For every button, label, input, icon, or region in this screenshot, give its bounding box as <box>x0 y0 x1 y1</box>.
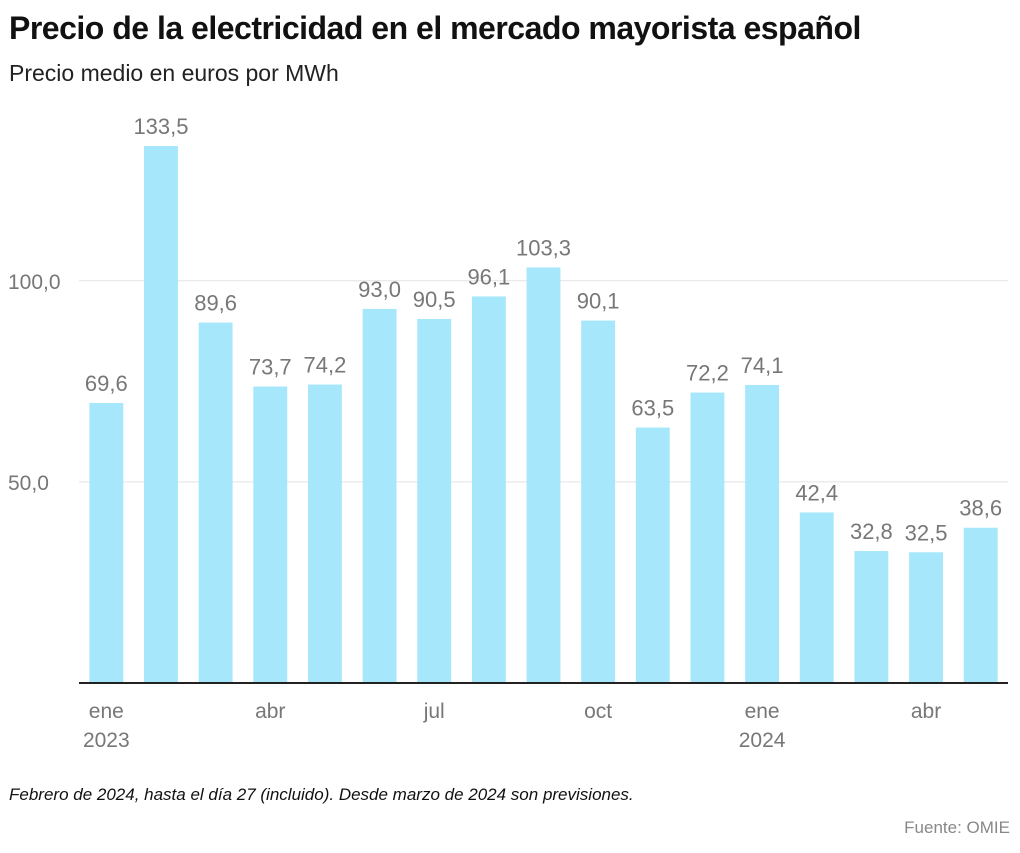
bar <box>362 308 397 683</box>
x-tick-label: ene <box>745 700 780 723</box>
chart-subtitle: Precio medio en euros por MWh <box>9 60 339 86</box>
value-label: 42,4 <box>795 480 838 505</box>
value-label: 74,1 <box>741 353 784 378</box>
bar <box>635 427 670 683</box>
footnote: Febrero de 2024, hasta el día 27 (inclui… <box>9 785 634 804</box>
value-label: 74,2 <box>303 353 346 378</box>
x-tick-label: abr <box>911 700 941 723</box>
value-label: 73,7 <box>249 355 292 380</box>
x-tick-year-label: 2023 <box>83 729 130 752</box>
bar <box>690 392 725 683</box>
value-label: 93,0 <box>358 277 401 302</box>
bar <box>307 384 342 683</box>
bar <box>854 551 889 683</box>
bar <box>253 386 288 683</box>
bar <box>417 318 452 683</box>
axis-layer: ene 2023 abr jul oct ene 2024 abr <box>79 682 1008 752</box>
bar <box>581 320 616 683</box>
y-tick-label: 50,0 <box>8 472 49 495</box>
x-tick-year-label: 2024 <box>739 729 786 752</box>
source-credit: Fuente: OMIE <box>904 818 1010 837</box>
bar <box>471 296 506 683</box>
value-label: 90,5 <box>413 287 456 312</box>
value-label: 103,3 <box>516 235 571 260</box>
bar <box>89 403 124 683</box>
value-label: 89,6 <box>194 291 237 316</box>
value-label: 32,8 <box>850 519 893 544</box>
bar <box>909 552 943 683</box>
value-label: 69,6 <box>85 371 128 396</box>
x-tick-label: oct <box>584 700 612 723</box>
value-label: 38,6 <box>959 496 1002 521</box>
value-label: 32,5 <box>905 520 948 545</box>
x-tick-label: ene <box>89 700 124 723</box>
value-label: 63,5 <box>631 396 674 421</box>
chart-title: Precio de la electricidad en el mercado … <box>9 10 861 46</box>
bar <box>745 384 780 683</box>
value-label: 96,1 <box>467 264 510 289</box>
y-tick-label: 100,0 <box>8 271 61 294</box>
x-tick-label: abr <box>255 700 285 723</box>
value-label: 72,2 <box>686 361 729 386</box>
bars-layer <box>89 146 998 683</box>
bar-chart: 50,0 100,0 69,6 133,5 89,6 73,7 74,2 93,0 90,5 9… <box>8 114 1008 752</box>
x-tick-label: jul <box>423 700 445 723</box>
value-label: 133,5 <box>133 114 188 139</box>
bar <box>963 527 998 683</box>
bar <box>526 267 561 683</box>
bar <box>799 512 834 683</box>
bar <box>144 146 178 683</box>
bar <box>198 322 233 683</box>
value-label: 90,1 <box>577 289 620 314</box>
